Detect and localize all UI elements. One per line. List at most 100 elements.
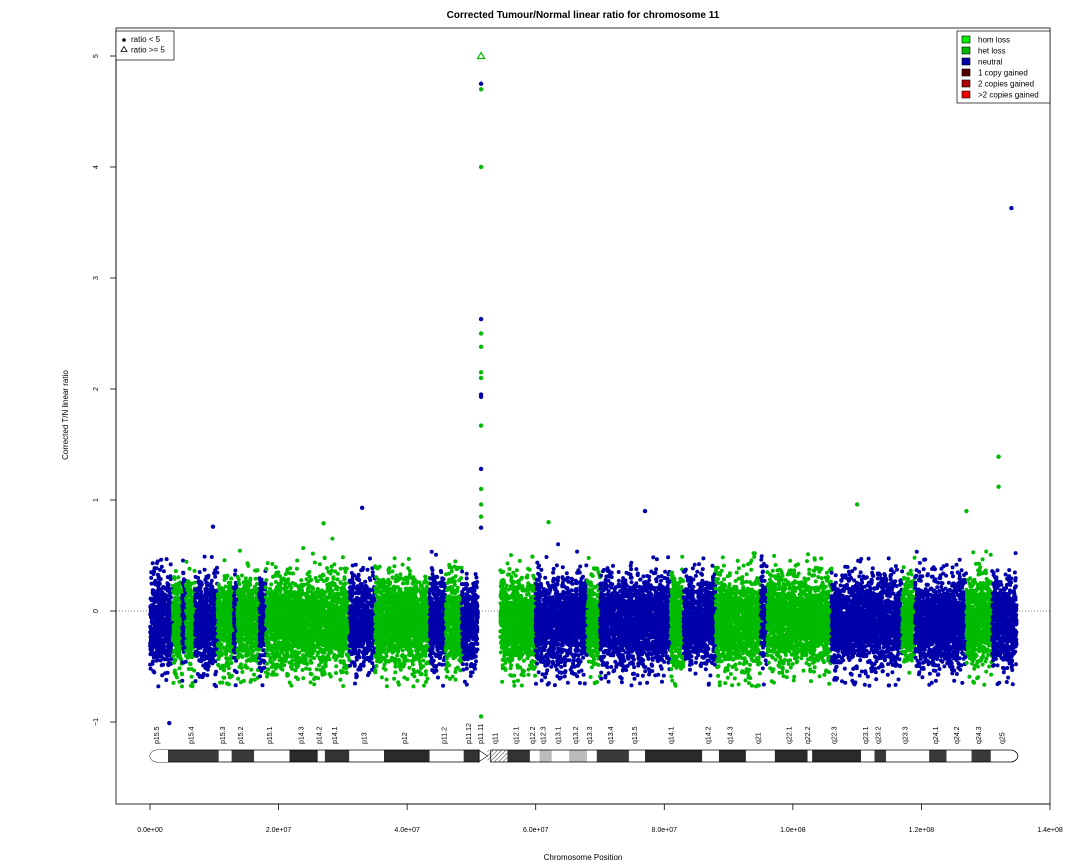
data-point xyxy=(209,601,214,606)
data-point xyxy=(201,674,205,679)
data-point xyxy=(249,667,254,672)
data-point xyxy=(211,617,216,622)
data-point xyxy=(199,655,204,660)
data-point xyxy=(254,614,259,618)
data-point xyxy=(161,629,166,634)
data-point xyxy=(223,619,228,624)
data-point xyxy=(160,599,165,604)
data-point xyxy=(160,604,164,609)
data-point xyxy=(219,637,224,642)
data-point xyxy=(158,658,163,663)
data-point xyxy=(217,592,221,596)
data-point xyxy=(314,667,319,672)
data-point xyxy=(287,660,292,665)
data-point xyxy=(257,576,262,581)
data-point xyxy=(193,679,198,684)
data-point xyxy=(239,622,244,626)
data-point xyxy=(328,674,333,679)
data-point xyxy=(173,668,177,673)
data-point xyxy=(246,652,251,657)
data-point xyxy=(161,608,166,613)
data-point xyxy=(258,609,263,614)
data-point xyxy=(319,577,324,581)
data-point xyxy=(155,650,159,655)
data-point xyxy=(261,581,266,586)
data-point xyxy=(305,586,310,591)
data-point xyxy=(195,632,200,636)
data-point xyxy=(260,596,264,600)
data-point xyxy=(189,610,194,615)
data-point xyxy=(317,562,322,567)
data-point xyxy=(203,590,208,595)
data-point xyxy=(219,619,224,623)
data-point xyxy=(188,624,193,628)
data-point xyxy=(251,632,256,637)
data-point xyxy=(174,603,178,608)
data-point xyxy=(194,640,199,645)
data-point xyxy=(165,670,170,675)
data-point xyxy=(170,605,175,610)
data-point xyxy=(202,567,207,572)
data-point xyxy=(156,574,161,579)
data-point xyxy=(195,628,200,633)
data-point xyxy=(254,586,259,591)
data-point xyxy=(257,656,262,661)
data-point xyxy=(152,566,157,571)
data-point xyxy=(164,621,169,626)
data-point xyxy=(159,564,164,569)
data-point xyxy=(151,638,156,643)
data-point xyxy=(172,660,177,665)
data-point xyxy=(336,591,341,596)
data-point xyxy=(226,682,231,687)
data-point xyxy=(156,598,161,603)
data-point xyxy=(242,638,247,643)
data-point xyxy=(238,643,243,648)
data-point xyxy=(185,655,190,660)
data-point xyxy=(268,586,272,591)
data-point xyxy=(167,599,172,604)
data-point xyxy=(217,587,222,592)
data-point xyxy=(243,576,248,581)
data-point xyxy=(180,641,185,646)
data-point xyxy=(246,600,251,605)
data-point xyxy=(186,640,191,645)
data-point xyxy=(217,599,222,604)
data-point xyxy=(148,652,153,657)
data-point xyxy=(209,659,214,664)
data-point xyxy=(209,590,214,595)
data-point xyxy=(344,670,349,675)
data-point xyxy=(265,590,270,595)
data-point xyxy=(228,580,233,585)
data-point xyxy=(335,577,340,582)
data-point xyxy=(222,577,227,582)
data-point xyxy=(179,671,184,676)
data-point xyxy=(325,576,330,581)
data-point xyxy=(176,613,181,618)
data-point xyxy=(204,594,209,599)
data-point xyxy=(171,654,175,659)
data-point xyxy=(236,587,241,592)
data-point xyxy=(308,680,313,685)
data-point xyxy=(329,650,334,654)
data-point xyxy=(265,643,270,648)
data-point xyxy=(177,652,182,657)
data-point xyxy=(165,631,170,636)
data-point xyxy=(181,660,186,665)
data-point xyxy=(156,587,161,592)
data-point xyxy=(148,662,153,667)
data-point xyxy=(167,660,172,665)
data-point xyxy=(244,643,249,647)
data-point xyxy=(252,599,257,604)
data-point xyxy=(279,596,284,601)
data-point xyxy=(166,613,170,618)
data-point xyxy=(307,654,312,658)
data-point xyxy=(165,657,170,662)
data-point xyxy=(162,637,167,642)
data-point xyxy=(249,595,254,600)
data-point xyxy=(306,598,311,603)
data-point xyxy=(160,673,165,678)
data-point xyxy=(173,639,178,644)
data-point xyxy=(195,587,200,592)
data-point xyxy=(258,674,262,679)
